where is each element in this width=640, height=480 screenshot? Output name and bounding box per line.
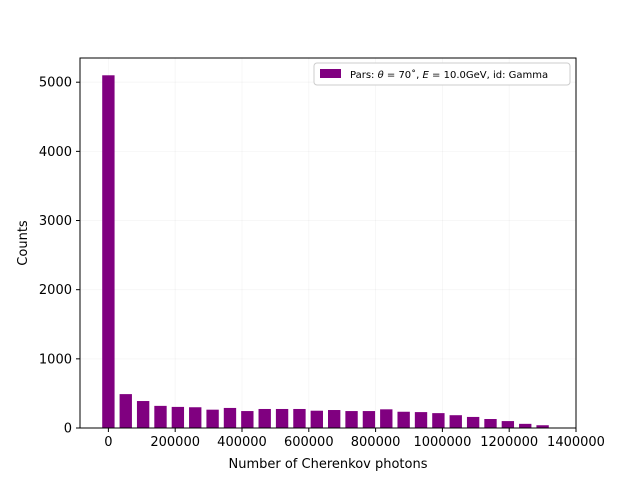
bar [241,411,254,428]
legend-theta-symbol: θ [378,70,384,81]
bar [484,419,497,428]
legend-energy-value: = 10.0GeV, id: Gamma [429,70,548,81]
x-tick-label: 1200000 [480,435,538,450]
bar [362,411,376,428]
bar [223,407,237,428]
bars-layer [102,75,549,428]
y-tick-label: 1000 [39,352,72,367]
bar [397,411,410,428]
bar [189,407,202,428]
y-tick-label: 2000 [39,283,72,298]
bar [536,425,549,428]
legend-label: Pars: θ = 70˚, E = 10.0GeV, id: Gamma [350,69,548,81]
bar [345,411,358,428]
bar [275,408,289,428]
x-tick-label: 1400000 [547,435,605,450]
x-tick-label: 400000 [217,435,267,450]
legend-prefix: Pars: [350,70,378,81]
bar [102,75,115,428]
bar [519,423,532,428]
bar [310,410,323,428]
legend-energy-symbol: E [423,70,430,81]
y-tick-label: 0 [64,422,72,437]
x-tick-label: 0 [104,435,112,450]
plot-frame [79,57,577,429]
bar [258,408,271,428]
legend-theta-value: = 70˚, [384,69,423,81]
grid-layer [80,58,577,429]
y-tick-label: 5000 [39,76,72,91]
bar [119,394,132,428]
y-tick-label: 4000 [39,145,72,160]
bar [171,406,185,428]
bar [449,415,462,428]
x-tick-label: 1000000 [413,435,471,450]
bar [380,409,393,428]
bar [136,401,150,428]
x-axis-ticks: 0 200000 400000 600000 800000 1000000 1200000 1… [104,428,605,450]
legend-swatch [320,69,341,78]
bar [293,408,306,428]
y-tick-label: 3000 [39,214,72,229]
x-tick-label: 800000 [351,435,401,450]
y-axis-label: Counts [16,220,31,266]
legend-box [313,62,571,86]
bar [206,409,219,428]
bar [501,421,515,428]
x-axis-label: Number of Cherenkov photons [229,457,428,472]
bar [154,405,167,428]
y-axis-ticks: 0 1000 2000 3000 4000 5000 [39,76,80,437]
bar [432,413,445,428]
bar [466,416,480,428]
bar [328,410,341,428]
bar [414,412,428,428]
x-tick-label: 200000 [150,435,200,450]
x-tick-label: 600000 [284,435,334,450]
legend: Pars: θ = 70˚, E = 10.0GeV, id: Gamma [313,62,571,86]
